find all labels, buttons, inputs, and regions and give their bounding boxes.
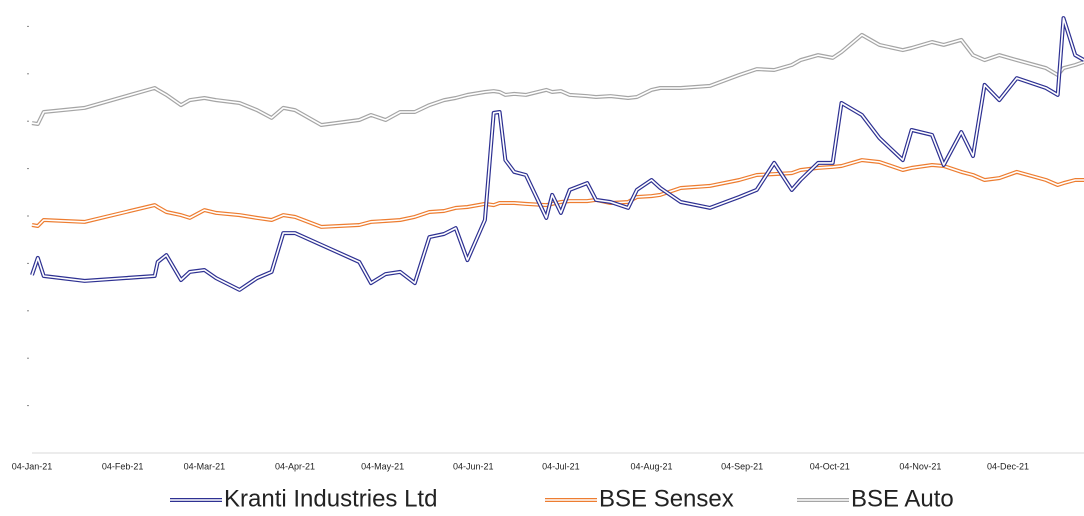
x-tick-label: 04-Jul-21 [542,461,580,471]
x-tick-label: 04-Aug-21 [630,461,672,471]
x-tick-label: 04-Apr-21 [275,461,315,471]
x-tick-label: 04-Dec-21 [987,461,1029,471]
series-line-inner [31,17,1084,291]
series-line [30,16,1084,292]
x-tick-label: 04-Jun-21 [453,461,494,471]
x-tick-label: 04-Oct-21 [810,461,850,471]
x-tick-label: 04-Feb-21 [102,461,144,471]
series-line-inner [31,34,1084,126]
series-line [31,158,1084,229]
legend-label: Kranti Industries Ltd [224,485,437,512]
x-tick-label: 04-May-21 [361,461,404,471]
legend-label: BSE Sensex [599,485,734,512]
series-line [31,32,1084,127]
x-tick-label: 04-Sep-21 [721,461,763,471]
series-line-inner [31,159,1084,228]
x-tick-label: 04-Mar-21 [184,461,226,471]
x-tick-label: 04-Jan-21 [12,461,53,471]
x-tick-label: 04-Nov-21 [899,461,941,471]
legend-label: BSE Auto [851,485,954,512]
